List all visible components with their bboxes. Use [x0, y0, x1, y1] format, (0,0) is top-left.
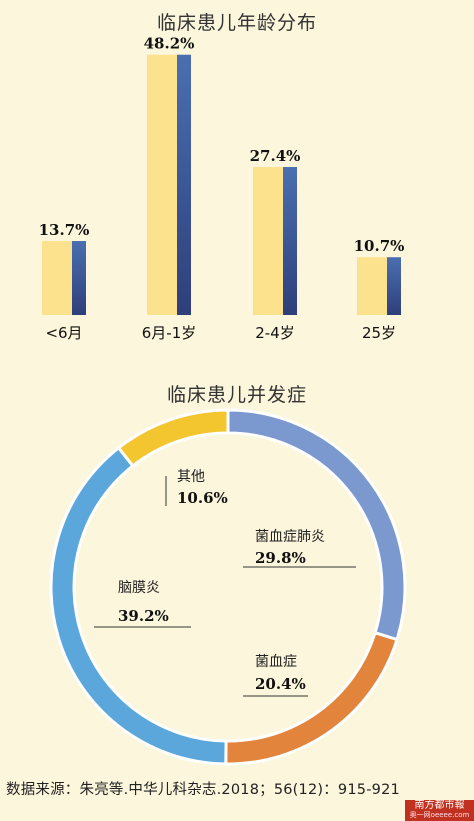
- bar-category-label: 2-4岁: [255, 324, 295, 342]
- donut-category-label: 其他: [177, 469, 205, 485]
- bar-front-2: [253, 167, 283, 315]
- donut-slice-1: [224, 630, 399, 766]
- donut-value-label: 20.4%: [255, 675, 306, 693]
- donut-category-label: 菌血症肺炎: [255, 529, 325, 545]
- donut-slice-3: [116, 408, 230, 469]
- donut-value-label: 10.6%: [177, 489, 228, 507]
- publisher-logo: 南方都市報 奥一网oeeee.com: [405, 800, 474, 821]
- bar-category-label: <6月: [45, 324, 82, 342]
- charts-canvas: 13.7% <6月 48.2% 6月-1岁 27.4% 2-4岁 10.7% 25岁菌血症肺炎…: [39, 35, 407, 766]
- donut-slice-0: [226, 408, 407, 642]
- bar-side-0: [72, 241, 86, 315]
- bar-value-label: 48.2%: [144, 35, 195, 53]
- logo-name: 南方都市報: [414, 800, 465, 811]
- complication-chart-title: 临床患儿并发症: [166, 384, 307, 406]
- bar-side-3: [387, 257, 401, 315]
- bar-side-2: [283, 167, 297, 315]
- bar-value-label: 13.7%: [39, 221, 90, 239]
- bar-front-3: [357, 257, 387, 315]
- donut-value-label: 39.2%: [118, 607, 169, 625]
- bar-front-0: [42, 241, 72, 315]
- bar-category-label: 6月-1岁: [142, 324, 197, 342]
- age-chart-title: 临床患儿年龄分布: [156, 12, 317, 34]
- donut-category-label: 脑膜炎: [118, 580, 160, 596]
- bar-category-label: 25岁: [362, 324, 396, 342]
- bar-value-label: 10.7%: [354, 237, 405, 255]
- data-source-note: 数据来源：朱亮等.中华儿科杂志.2018；56(12)：915-921: [6, 782, 400, 798]
- bar-front-1: [147, 54, 177, 315]
- donut-value-label: 29.8%: [255, 549, 306, 567]
- bar-side-1: [177, 54, 191, 315]
- bar-value-label: 27.4%: [250, 147, 301, 165]
- logo-sub: 奥一网oeeee.com: [409, 811, 470, 819]
- donut-category-label: 菌血症: [255, 654, 297, 670]
